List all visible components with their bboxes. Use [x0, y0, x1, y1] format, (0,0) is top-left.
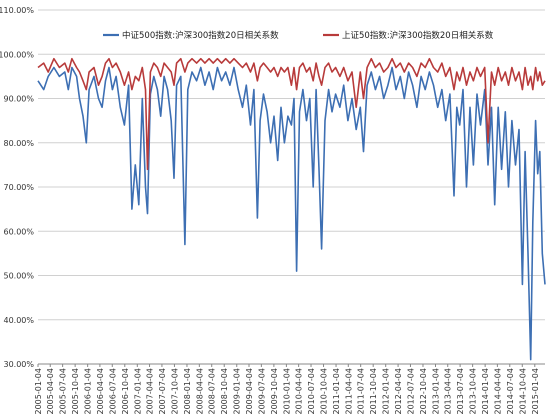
legend: 中证500指数:沪深300指数20日相关系数 上证50指数:沪深300指数20日相… — [103, 30, 494, 41]
x-tick-label: 2008-10-04 — [220, 368, 229, 415]
x-tick-label: 2008-01-04 — [183, 368, 192, 415]
x-tick-label: 2006-10-04 — [121, 368, 130, 415]
y-tick-label: 50.00% — [3, 272, 34, 281]
y-tick-label: 70.00% — [3, 183, 34, 192]
x-tick-label: 2011-01-04 — [332, 368, 341, 415]
gridlines — [38, 9, 545, 365]
x-tick-label: 2012-01-04 — [382, 368, 391, 415]
x-tick-label: 2006-01-04 — [84, 368, 93, 415]
x-tick-label: 2009-10-04 — [270, 368, 279, 415]
x-tick-label: 2010-04-04 — [295, 368, 304, 415]
x-tick-label: 2009-01-04 — [233, 368, 242, 415]
x-tick-label: 2005-10-04 — [71, 368, 80, 415]
x-tick-label: 2006-04-04 — [96, 368, 105, 415]
x-tick-label: 2014-04-04 — [493, 368, 502, 415]
series-lines — [37, 57, 546, 361]
y-tick-label: 110.00% — [0, 6, 34, 15]
x-tick-label: 2013-07-04 — [456, 368, 465, 415]
x-tick-label: 2010-01-04 — [282, 368, 291, 415]
x-axis: 2005-01-04 2005-04-04 2005-07-04 2005-10-04… — [34, 364, 540, 415]
x-tick-label: 2012-10-04 — [419, 368, 428, 415]
x-tick-label: 2011-10-04 — [369, 368, 378, 415]
x-tick-label: 2008-07-04 — [208, 368, 217, 415]
legend-label-0: 中证500指数:沪深300指数20日相关系数 — [122, 30, 279, 41]
x-tick-label: 2014-07-04 — [506, 368, 515, 415]
x-tick-label: 2012-04-04 — [394, 368, 403, 415]
x-tick-label: 2012-07-04 — [406, 368, 415, 415]
x-tick-label: 2005-07-04 — [59, 368, 68, 415]
series-line-1 — [37, 57, 546, 171]
x-tick-label: 2008-04-04 — [195, 368, 204, 415]
x-tick-label: 2011-07-04 — [357, 368, 366, 415]
x-tick-label: 2005-04-04 — [46, 368, 55, 415]
y-tick-label: 90.00% — [3, 95, 34, 104]
x-tick-label: 2014-10-04 — [518, 368, 527, 415]
y-tick-label: 100.00% — [0, 50, 34, 59]
x-tick-label: 2010-07-04 — [307, 368, 316, 415]
x-tick-label: 2005-01-04 — [34, 368, 43, 415]
x-tick-label: 2009-07-04 — [257, 368, 266, 415]
y-tick-label: 60.00% — [3, 227, 34, 236]
x-tick-label: 2006-07-04 — [108, 368, 117, 415]
x-tick-label: 2011-04-04 — [344, 368, 353, 415]
x-tick-label: 2015-01-04 — [531, 368, 540, 415]
y-tick-label: 40.00% — [3, 316, 34, 325]
x-tick-label: 2007-01-04 — [133, 368, 142, 415]
y-axis: 30.00% 40.00% 50.00% 60.00% 70.00% 80.00% 90.0… — [0, 6, 34, 369]
x-tick-label: 2013-04-04 — [444, 368, 453, 415]
x-tick-label: 2010-10-04 — [320, 368, 329, 415]
legend-label-1: 上证50指数:沪深300指数20日相关系数 — [342, 30, 494, 41]
x-tick-label: 2007-07-04 — [158, 368, 167, 415]
series-line-0 — [37, 66, 546, 361]
x-tick-label: 2009-04-04 — [245, 368, 254, 415]
x-tick-label: 2007-04-04 — [146, 368, 155, 415]
y-tick-label: 30.00% — [3, 360, 34, 369]
x-tick-label: 2014-01-04 — [481, 368, 490, 415]
x-tick-label: 2013-10-04 — [469, 368, 478, 415]
y-tick-label: 80.00% — [3, 139, 34, 148]
x-tick-label: 2013-01-04 — [431, 368, 440, 415]
x-tick-label: 2007-10-04 — [170, 368, 179, 415]
